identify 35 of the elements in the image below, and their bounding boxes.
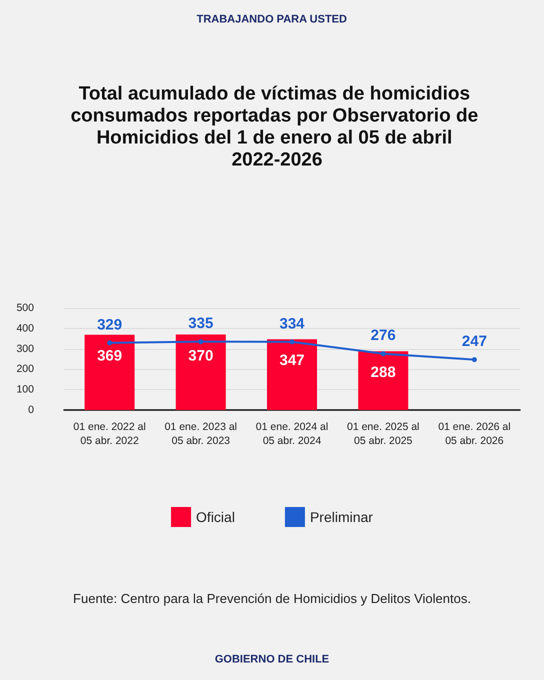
point [472,357,477,362]
y-tick-label: 0 [28,404,34,416]
text: GOBIERNO DE CHILE [214,654,330,666]
data-label: 329 [97,316,122,334]
x-tick-label: 01 ene. 2024 al 05 abr. 2024 [256,421,328,447]
data-label: 247 [462,333,487,350]
data-label: 369 [97,348,122,365]
point [290,339,294,344]
data-label: 370 [188,348,214,365]
x-tick-label: 01 ene. 2022 al 05 abr. 2022 [73,421,146,447]
bar [358,351,408,410]
bar [84,334,135,410]
x-tick-label: 01 ene. 2023 al 05 abr. 2023 [164,421,238,447]
bar [176,334,226,410]
y-tick-label: 200 [16,363,34,376]
legend-label: Oficial [196,509,235,525]
point [107,340,112,346]
y-tick-label: 300 [16,342,34,355]
y-tick-label: 100 [16,384,34,396]
chart-title: Total acumulado de víctimas de homicidios consumados reportadas por Observatorio de Homicidios del 1 de enero al 05 de abril 2022-2026 [70,84,484,170]
x-tick-label: 01 ene. 2026 al 05 abr. 2026 [438,421,511,447]
data-label: 335 [188,315,214,332]
data-label: 288 [370,364,396,382]
bar [267,339,317,410]
data-label: 276 [370,327,396,344]
y-tick-label: 500 [16,302,34,314]
data-label: 347 [279,352,305,370]
point [198,339,204,344]
point [380,351,386,356]
legend-label: Preliminar [310,509,374,525]
y-tick-label: 400 [16,322,34,334]
source-note: Fuente: Centro para la Prevención de Homicidios y Delitos Violentos. [73,591,471,606]
data-label: 334 [279,315,306,332]
text: TRABAJANDO PARA USTED [196,14,348,26]
x-tick-label: 01 ene. 2025 al 05 abr. 2025 [346,421,420,447]
